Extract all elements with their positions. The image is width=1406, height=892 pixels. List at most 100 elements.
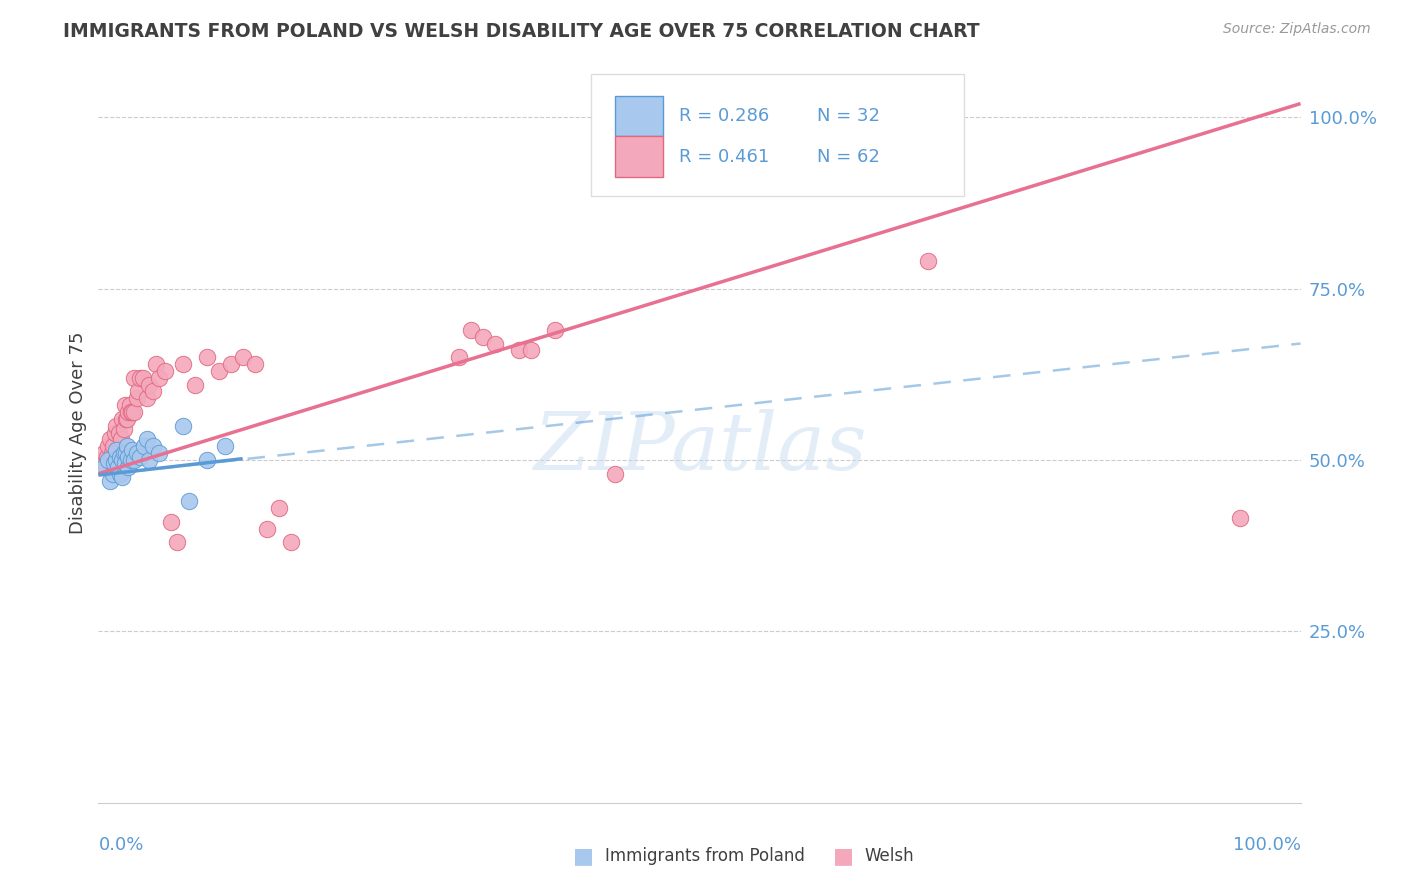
Point — [132, 371, 155, 385]
Point — [108, 450, 131, 464]
Point — [97, 439, 120, 453]
Point — [105, 446, 128, 460]
Point — [94, 459, 117, 474]
Point — [117, 450, 139, 464]
Point — [917, 254, 939, 268]
Point — [243, 357, 266, 371]
Text: N = 62: N = 62 — [817, 148, 880, 166]
Point — [145, 357, 167, 371]
Point — [256, 522, 278, 536]
Point — [208, 364, 231, 378]
Point — [104, 425, 127, 440]
Text: ■: ■ — [574, 847, 593, 866]
Point — [117, 439, 139, 453]
Point — [100, 453, 122, 467]
Point — [125, 446, 148, 460]
Point — [280, 535, 302, 549]
Point — [121, 405, 143, 419]
Point — [103, 459, 125, 474]
Point — [111, 453, 134, 467]
Point — [101, 467, 124, 481]
Point — [124, 405, 146, 419]
Point — [105, 418, 128, 433]
Point — [111, 470, 134, 484]
Point — [91, 453, 114, 467]
Text: Welsh: Welsh — [865, 847, 914, 865]
Point — [117, 459, 139, 474]
Point — [107, 459, 129, 474]
Point — [117, 405, 139, 419]
Point — [93, 446, 115, 460]
FancyBboxPatch shape — [616, 95, 664, 136]
Text: N = 32: N = 32 — [817, 107, 880, 125]
Point — [520, 343, 543, 358]
Point — [112, 446, 135, 460]
Point — [101, 439, 124, 453]
Point — [115, 412, 138, 426]
Point — [172, 418, 194, 433]
Point — [105, 442, 128, 457]
Point — [111, 446, 134, 460]
Point — [100, 446, 122, 460]
Point — [153, 364, 176, 378]
Point — [98, 457, 121, 471]
FancyBboxPatch shape — [616, 136, 664, 178]
Text: ZIPatlas: ZIPatlas — [533, 409, 866, 486]
Point — [135, 433, 157, 447]
Point — [141, 384, 163, 399]
Point — [108, 467, 131, 481]
Point — [214, 439, 236, 453]
Point — [93, 459, 115, 474]
Point — [120, 453, 142, 467]
Point — [100, 433, 122, 447]
Point — [141, 439, 163, 453]
Point — [100, 474, 122, 488]
Point — [108, 467, 131, 481]
Point — [484, 336, 506, 351]
Point — [114, 398, 136, 412]
Point — [138, 453, 160, 467]
Point — [195, 350, 218, 364]
Point — [195, 453, 218, 467]
Point — [544, 323, 567, 337]
Point — [111, 412, 134, 426]
Y-axis label: Disability Age Over 75: Disability Age Over 75 — [69, 331, 87, 534]
Point — [117, 412, 139, 426]
Point — [183, 377, 205, 392]
Point — [472, 329, 495, 343]
Point — [148, 371, 170, 385]
Point — [605, 467, 627, 481]
Point — [107, 453, 129, 467]
Point — [159, 515, 181, 529]
Point — [166, 535, 188, 549]
Point — [447, 350, 470, 364]
Point — [135, 392, 157, 406]
Point — [177, 494, 200, 508]
Text: Immigrants from Poland: Immigrants from Poland — [605, 847, 804, 865]
Point — [1229, 511, 1251, 525]
Point — [96, 450, 118, 464]
Point — [125, 392, 148, 406]
Text: ■: ■ — [834, 847, 853, 866]
Point — [97, 453, 120, 467]
Point — [114, 457, 136, 471]
Point — [110, 433, 132, 447]
Text: R = 0.286: R = 0.286 — [679, 107, 769, 125]
Point — [129, 371, 152, 385]
Point — [105, 453, 128, 467]
Point — [127, 384, 149, 399]
Text: R = 0.461: R = 0.461 — [679, 148, 769, 166]
FancyBboxPatch shape — [592, 73, 965, 195]
Point — [112, 422, 135, 436]
Point — [108, 425, 131, 440]
Point — [103, 457, 125, 471]
Text: 100.0%: 100.0% — [1233, 836, 1301, 855]
Point — [129, 450, 152, 464]
Point — [115, 446, 138, 460]
Point — [132, 439, 155, 453]
Point — [148, 446, 170, 460]
Point — [219, 357, 242, 371]
Point — [508, 343, 530, 358]
Point — [124, 453, 146, 467]
Point — [124, 371, 146, 385]
